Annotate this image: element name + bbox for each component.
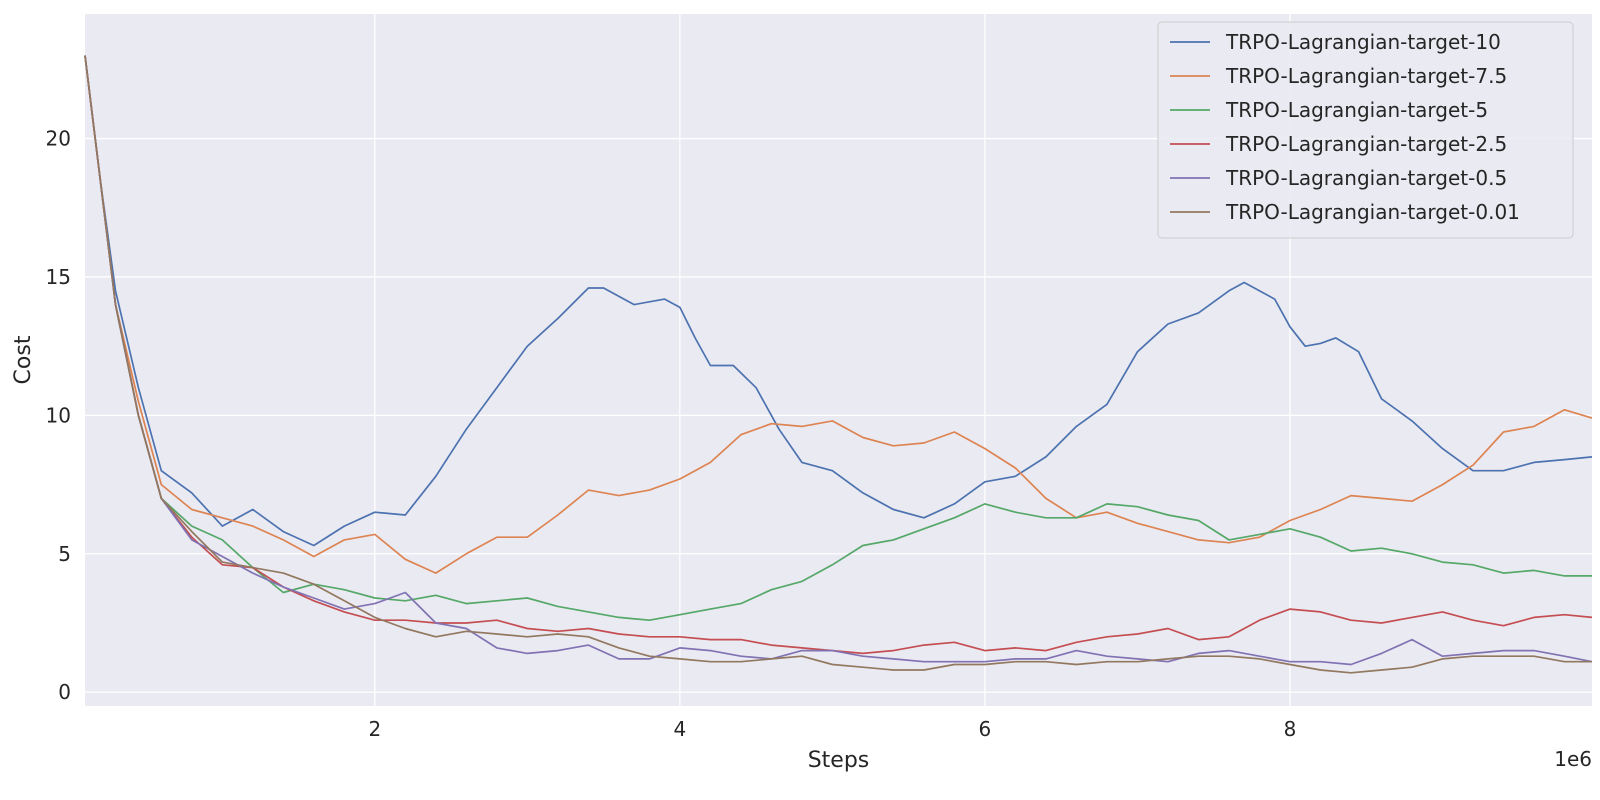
y-axis-ticks: 0 5 10 15 20 bbox=[46, 127, 71, 705]
legend-entry: TRPO-Lagrangian-target-0.5 bbox=[1225, 166, 1507, 190]
x-tick-label: 8 bbox=[1284, 717, 1297, 741]
legend-entry: TRPO-Lagrangian-target-2.5 bbox=[1225, 132, 1507, 156]
y-tick-label: 10 bbox=[46, 403, 71, 427]
x-tick-label: 2 bbox=[368, 717, 381, 741]
legend: TRPO-Lagrangian-target-10 TRPO-Lagrangian… bbox=[1157, 21, 1574, 239]
legend-entry: TRPO-Lagrangian-target-7.5 bbox=[1225, 64, 1507, 88]
series-line-0 bbox=[84, 55, 1593, 547]
x-axis-scale-label: 1e6 bbox=[1554, 747, 1592, 771]
x-tick-label: 6 bbox=[979, 717, 992, 741]
x-axis-label: Steps bbox=[808, 748, 870, 773]
series-line-3 bbox=[84, 55, 1593, 655]
y-tick-label: 15 bbox=[46, 265, 71, 289]
x-tick-label: 4 bbox=[674, 717, 687, 741]
series-line-1 bbox=[84, 55, 1593, 574]
y-tick-label: 0 bbox=[58, 680, 71, 704]
series-layer bbox=[84, 55, 1593, 674]
legend-entry: TRPO-Lagrangian-target-10 bbox=[1225, 30, 1501, 54]
y-tick-label: 5 bbox=[58, 542, 71, 566]
legend-box bbox=[1157, 21, 1574, 239]
series-line-5 bbox=[84, 55, 1592, 674]
legend-entry: TRPO-Lagrangian-target-5 bbox=[1225, 98, 1488, 122]
series-line-4 bbox=[84, 55, 1593, 666]
series-line-2 bbox=[84, 55, 1592, 622]
y-tick-label: 20 bbox=[46, 127, 71, 151]
x-axis-ticks: 2 4 6 8 bbox=[368, 717, 1296, 741]
legend-entry: TRPO-Lagrangian-target-0.01 bbox=[1225, 200, 1520, 224]
y-axis-label: Cost bbox=[11, 335, 36, 384]
